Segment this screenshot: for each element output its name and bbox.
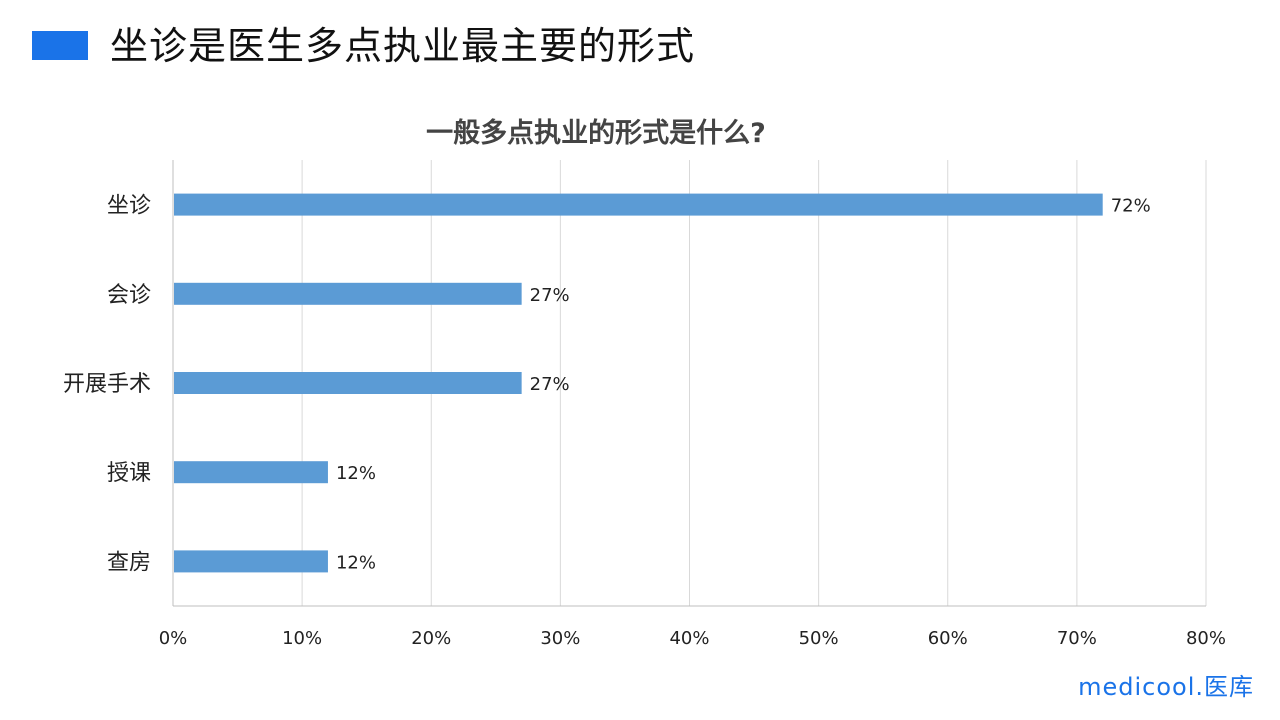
x-tick-label: 0% xyxy=(159,628,188,649)
x-tick-label: 20% xyxy=(411,628,451,649)
bar xyxy=(174,461,328,484)
data-label: 12% xyxy=(336,552,376,573)
category-label: 会诊 xyxy=(107,283,151,308)
category-label: 查房 xyxy=(107,550,151,575)
bar xyxy=(174,372,522,394)
data-label: 72% xyxy=(1111,196,1151,217)
category-label: 授课 xyxy=(107,461,151,486)
x-tick-label: 70% xyxy=(1057,628,1097,649)
x-tick-label: 80% xyxy=(1186,628,1226,649)
data-label: 27% xyxy=(530,285,570,306)
category-label: 坐诊 xyxy=(107,194,151,219)
title-accent-bar xyxy=(32,31,88,60)
x-tick-label: 50% xyxy=(799,628,839,649)
chart-title: 一般多点执业的形式是什么? xyxy=(426,117,766,149)
data-label: 12% xyxy=(336,463,376,484)
data-label: 27% xyxy=(530,374,570,395)
x-tick-label: 40% xyxy=(669,628,709,649)
x-tick-label: 60% xyxy=(928,628,968,649)
page-title: 坐诊是医生多点执业最主要的形式 xyxy=(110,24,696,68)
category-label: 开展手术 xyxy=(63,372,151,397)
bar xyxy=(174,193,1103,216)
x-tick-label: 30% xyxy=(540,628,580,649)
medicool-logo: medicool.医库 xyxy=(1078,673,1254,701)
x-tick-label: 10% xyxy=(282,628,322,649)
bar xyxy=(174,550,328,573)
bar xyxy=(174,282,522,305)
